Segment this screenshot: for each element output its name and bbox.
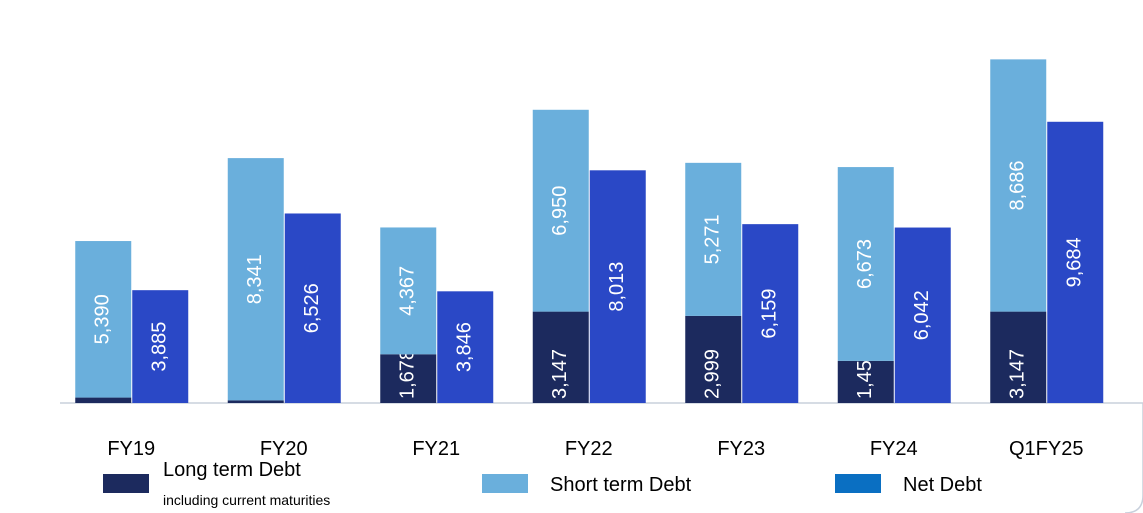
bar <box>227 158 284 401</box>
value-label: 1,678 <box>397 349 419 399</box>
value-label: 3,885 <box>149 322 171 372</box>
bar <box>685 162 742 316</box>
value-label: 6,159 <box>759 289 781 339</box>
bar <box>284 213 341 403</box>
bar <box>990 311 1047 403</box>
value-label: 1,451 <box>854 349 876 399</box>
legend-label: Long term Debt <box>163 459 301 481</box>
x-tick-label: FY23 <box>717 438 765 460</box>
x-tick-label: Q1FY25 <box>1009 438 1083 460</box>
bar <box>1047 121 1104 403</box>
bar <box>227 400 284 403</box>
value-label: 8,013 <box>606 262 628 312</box>
bar <box>589 170 646 403</box>
value-label: 5,390 <box>92 294 114 344</box>
bar <box>894 227 951 403</box>
value-label: 3,147 <box>549 349 571 399</box>
value-label: 8,341 <box>244 254 266 304</box>
value-label: 2,999 <box>702 349 724 399</box>
bar <box>532 311 589 403</box>
bar <box>437 291 494 403</box>
value-label: 6,673 <box>854 239 876 289</box>
bar <box>532 109 589 312</box>
bar <box>837 167 894 361</box>
legend-swatch <box>482 474 528 493</box>
x-tick-label: FY19 <box>107 438 155 460</box>
x-tick-label: FY21 <box>412 438 460 460</box>
bar <box>685 315 742 403</box>
value-label: 6,950 <box>549 186 571 236</box>
value-label: 5,271 <box>702 214 724 264</box>
value-label: 8,686 <box>1007 160 1029 210</box>
legend-swatch <box>103 474 149 493</box>
bar <box>75 397 132 403</box>
legend-label: Net Debt <box>903 474 982 496</box>
value-label: 4,367 <box>397 266 419 316</box>
legend-sublabel: including current maturities <box>163 492 330 508</box>
value-label: 3,846 <box>454 322 476 372</box>
bar <box>75 241 132 398</box>
bar <box>990 59 1047 312</box>
x-tick-label: FY24 <box>870 438 918 460</box>
value-label: 6,042 <box>911 290 933 340</box>
x-tick-label: FY22 <box>565 438 613 460</box>
bar <box>380 227 437 355</box>
bar <box>380 354 437 403</box>
bar <box>132 290 189 403</box>
value-label: 9,684 <box>1064 237 1086 287</box>
legend-label: Short term Debt <box>550 474 692 496</box>
bar <box>742 224 799 403</box>
value-label: 6,526 <box>301 283 323 333</box>
legend-swatch <box>835 474 881 493</box>
value-label: 3,147 <box>1007 349 1029 399</box>
x-tick-label: FY20 <box>260 438 308 460</box>
bar <box>837 360 894 403</box>
